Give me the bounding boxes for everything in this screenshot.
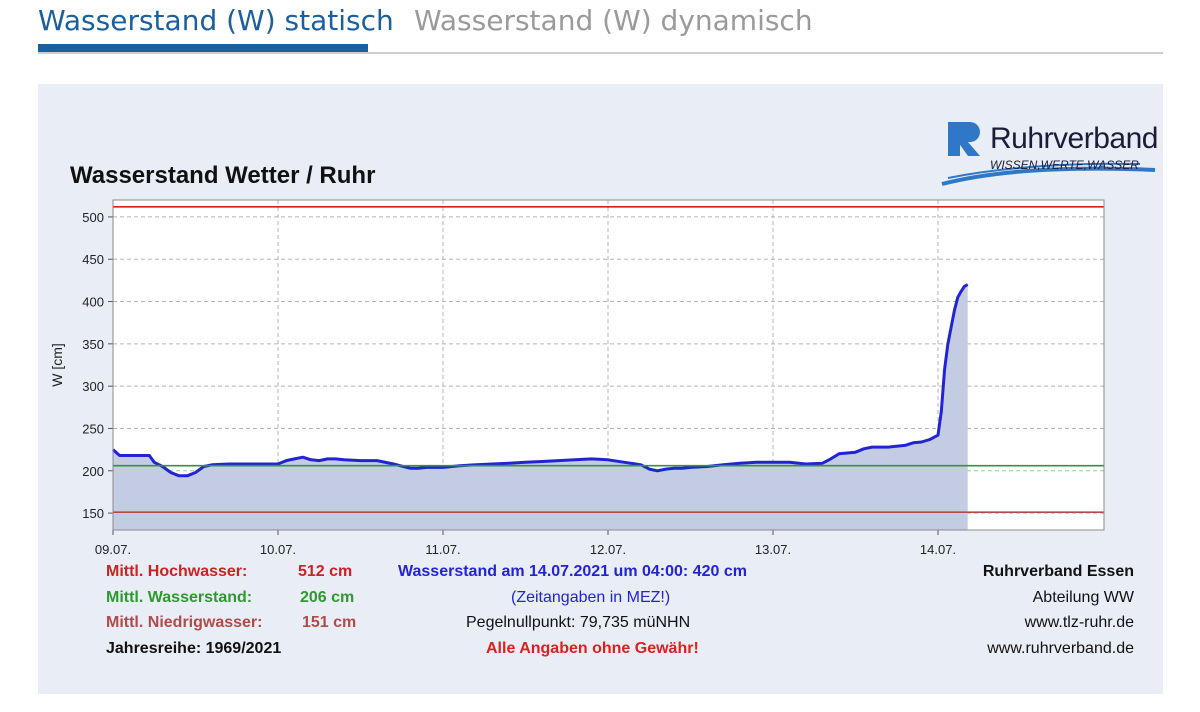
ruhrverband-logo-icon [941, 122, 1156, 186]
wasserstand-label: Mittl. Wasserstand: [106, 589, 253, 606]
niedrigwasser-value: 151 cm [302, 614, 357, 631]
abteilung: Abteilung WW [1032, 589, 1134, 606]
jahresreihe: Jahresreihe: 1969/2021 [106, 640, 282, 657]
active-tab-indicator [38, 44, 368, 52]
org-name: Ruhrverband Essen [982, 563, 1134, 580]
disclaimer: Alle Angaben ohne Gewähr! [486, 640, 699, 657]
logo-tagline: WISSEN,WERTE,WASSER [990, 158, 1139, 172]
tab-bar: Wasserstand (W) statisch Wasserstand (W)… [38, 0, 1163, 54]
logo-wordmark: Ruhrverband [990, 122, 1158, 155]
pegelnullpunkt: Pegelnullpunkt: 79,735 müNHN [466, 614, 691, 631]
ruhrverband-logo: Ruhrverband WISSEN,WERTE,WASSER [940, 118, 1160, 188]
niedrigwasser-label: Mittl. Niedrigwasser: [106, 614, 263, 631]
wasserstand-value: 206 cm [300, 589, 355, 606]
hochwasser-value: 512 cm [298, 563, 353, 580]
tab-wasserstand-statisch[interactable]: Wasserstand (W) statisch [38, 4, 394, 37]
hochwasser-label: Mittl. Hochwasser: [106, 563, 248, 580]
zeitangaben-note: (Zeitangaben in MEZ!) [511, 589, 671, 606]
chart-title: Wasserstand Wetter / Ruhr [70, 162, 376, 189]
current-water-level: Wasserstand am 14.07.2021 um 04:00: 420 … [398, 563, 747, 580]
website-ruhrverband[interactable]: www.ruhrverband.de [987, 640, 1134, 657]
tab-wasserstand-dynamisch[interactable]: Wasserstand (W) dynamisch [414, 4, 813, 37]
website-tlz-ruhr[interactable]: www.tlz-ruhr.de [1024, 614, 1134, 631]
